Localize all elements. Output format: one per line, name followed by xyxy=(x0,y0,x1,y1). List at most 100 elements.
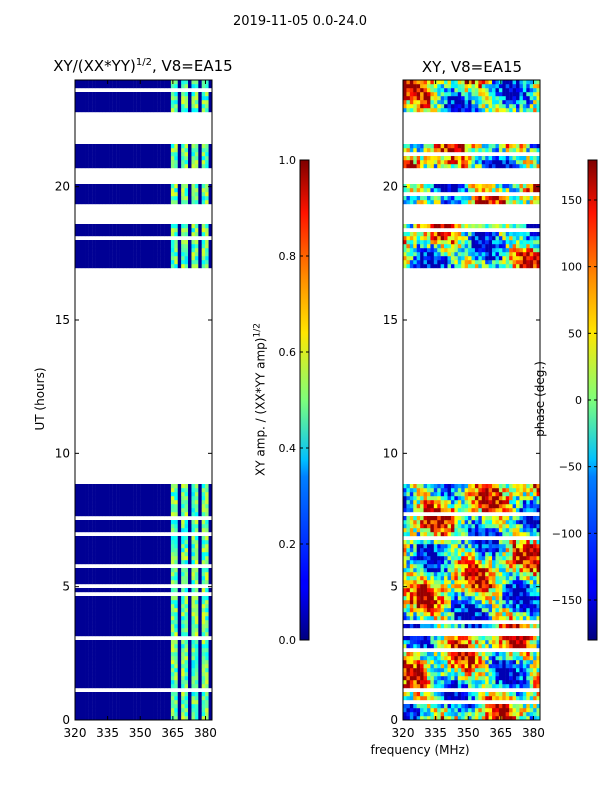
heatmap-cell xyxy=(188,628,192,633)
heatmap-cell xyxy=(447,508,452,513)
heatmap-cell xyxy=(485,672,489,677)
heatmap-cell xyxy=(454,664,459,669)
heatmap-cell xyxy=(526,520,530,525)
heatmap-cell xyxy=(160,660,165,665)
heatmap-cell xyxy=(119,676,124,681)
heatmap-cell xyxy=(471,552,476,557)
heatmap-cell xyxy=(143,632,148,637)
heatmap-cell xyxy=(450,676,455,681)
heatmap-cell xyxy=(461,712,465,717)
heatmap-cell xyxy=(112,616,117,621)
heatmap-cell xyxy=(126,680,131,685)
heatmap-cell xyxy=(198,92,202,97)
heatmap-cell xyxy=(181,708,185,713)
heatmap-cell xyxy=(526,704,530,709)
heatmap-cell xyxy=(81,540,86,545)
heatmap-cell xyxy=(88,552,93,557)
heatmap-cell xyxy=(95,552,100,557)
heatmap-cell xyxy=(205,612,209,617)
heatmap-cell xyxy=(153,244,158,249)
heatmap-cell xyxy=(153,600,158,605)
heatmap-cell xyxy=(109,528,113,533)
heatmap-cell xyxy=(474,520,479,525)
heatmap-cell xyxy=(98,104,103,109)
heatmap-cell xyxy=(194,224,199,229)
heatmap-cell xyxy=(505,640,510,645)
heatmap-cell xyxy=(403,664,407,669)
heatmap-cell xyxy=(177,656,182,661)
heatmap-cell xyxy=(167,500,172,505)
heatmap-cell xyxy=(95,496,100,501)
heatmap-cell xyxy=(420,604,424,609)
heatmap-cell xyxy=(461,524,465,529)
heatmap-cell xyxy=(208,160,213,165)
heatmap-cell xyxy=(112,556,117,561)
heatmap-cell xyxy=(426,588,431,593)
heatmap-cell xyxy=(102,200,107,205)
heatmap-cell xyxy=(529,680,534,685)
heatmap-cell xyxy=(430,668,435,673)
heatmap-cell xyxy=(201,164,206,169)
heatmap-cell xyxy=(116,152,120,157)
heatmap-cell xyxy=(78,632,83,637)
heatmap-cell xyxy=(167,488,172,493)
heatmap-cell xyxy=(461,568,465,573)
heatmap-cell xyxy=(468,664,472,669)
heatmap-cell xyxy=(167,224,172,229)
heatmap-cell xyxy=(119,628,124,633)
heatmap-cell xyxy=(194,628,199,633)
heatmap-cell xyxy=(464,520,469,525)
heatmap-cell xyxy=(126,248,131,253)
heatmap-cell xyxy=(181,104,185,109)
heatmap-cell xyxy=(447,572,452,577)
heatmap-cell xyxy=(81,164,86,169)
heatmap-cell xyxy=(481,584,486,589)
heatmap-cell xyxy=(105,100,110,105)
heatmap-cell xyxy=(495,640,500,645)
heatmap-cell xyxy=(495,576,500,581)
heatmap-cell xyxy=(177,580,182,585)
heatmap-cell xyxy=(505,568,510,573)
heatmap-cell xyxy=(505,636,510,641)
heatmap-cell xyxy=(153,496,158,501)
heatmap-cell xyxy=(420,584,424,589)
heatmap-cell xyxy=(191,656,196,661)
heatmap-cell xyxy=(150,264,154,269)
heatmap-cell xyxy=(112,92,117,97)
heatmap-cell xyxy=(201,620,206,625)
heatmap-cell xyxy=(177,648,182,653)
heatmap-cell xyxy=(75,560,79,565)
heatmap-cell xyxy=(153,264,158,269)
heatmap-cell xyxy=(406,624,411,629)
heatmap-cell xyxy=(488,596,493,601)
heatmap-cell xyxy=(143,152,148,157)
heatmap-cell xyxy=(437,592,441,597)
heatmap-cell xyxy=(109,520,113,525)
heatmap-cell xyxy=(88,568,93,573)
heatmap-cell xyxy=(498,580,503,585)
heatmap-cell xyxy=(481,568,486,573)
heatmap-cell xyxy=(423,636,428,641)
heatmap-cell xyxy=(198,148,202,153)
heatmap-cell xyxy=(116,192,120,197)
heatmap-cell xyxy=(420,680,424,685)
heatmap-cell xyxy=(153,500,158,505)
heatmap-cell xyxy=(177,572,182,577)
heatmap-cell xyxy=(122,696,127,701)
heatmap-cell xyxy=(95,260,100,265)
heatmap-cell xyxy=(150,600,154,605)
heatmap-cell xyxy=(529,584,534,589)
heatmap-cell xyxy=(420,660,424,665)
heatmap-cell xyxy=(502,696,506,701)
heatmap-cell xyxy=(81,256,86,261)
heatmap-cell xyxy=(205,108,209,113)
heatmap-cell xyxy=(85,512,89,517)
heatmap-cell xyxy=(78,616,83,621)
heatmap-cell xyxy=(119,488,124,493)
heatmap-cell xyxy=(92,700,96,705)
heatmap-cell xyxy=(167,596,172,601)
heatmap-cell xyxy=(208,244,213,249)
heatmap-cell xyxy=(502,540,506,545)
heatmap-cell xyxy=(461,696,465,701)
heatmap-cell xyxy=(208,152,213,157)
